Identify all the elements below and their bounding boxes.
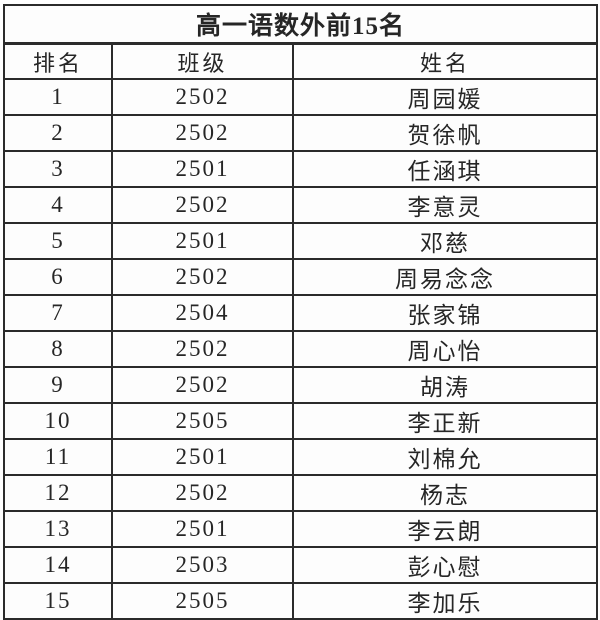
name-cell: 李正新 xyxy=(291,402,599,440)
table-row: 4 2502 李意灵 xyxy=(3,186,599,224)
class-cell: 2503 xyxy=(111,546,294,584)
class-cell: 2502 xyxy=(111,330,294,368)
class-cell: 2504 xyxy=(111,294,294,332)
rank-cell: 4 xyxy=(3,186,113,224)
table-row: 9 2502 胡涛 xyxy=(3,366,599,404)
table-row: 11 2501 刘棉允 xyxy=(3,438,599,476)
class-cell: 2501 xyxy=(111,438,294,476)
column-header-class: 班级 xyxy=(111,42,294,80)
class-cell: 2502 xyxy=(111,114,294,152)
rank-cell: 5 xyxy=(3,222,113,260)
table-row: 2 2502 贺徐帆 xyxy=(3,114,599,152)
class-cell: 2502 xyxy=(111,258,294,296)
table-row: 12 2502 杨志 xyxy=(3,474,599,512)
rank-cell: 6 xyxy=(3,258,113,296)
table-row: 7 2504 张家锦 xyxy=(3,294,599,332)
column-header-rank: 排名 xyxy=(3,42,113,80)
table-row: 3 2501 任涵琪 xyxy=(3,150,599,188)
table-row: 14 2503 彭心慰 xyxy=(3,546,599,584)
table-row: 15 2505 李加乐 xyxy=(3,582,599,620)
table-row: 8 2502 周心怡 xyxy=(3,330,599,368)
rank-cell: 1 xyxy=(3,78,113,116)
rank-cell: 9 xyxy=(3,366,113,404)
class-cell: 2505 xyxy=(111,402,294,440)
rank-cell: 2 xyxy=(3,114,113,152)
rank-cell: 12 xyxy=(3,474,113,512)
class-cell: 2505 xyxy=(111,582,294,620)
name-cell: 刘棉允 xyxy=(291,438,599,476)
table-title-row: 高一语数外前15名 xyxy=(2,4,599,45)
rank-cell: 3 xyxy=(3,150,113,188)
rank-cell: 7 xyxy=(3,294,113,332)
table-row: 6 2502 周易念念 xyxy=(3,258,599,296)
name-cell: 张家锦 xyxy=(291,294,599,332)
name-cell: 李云朗 xyxy=(291,510,599,548)
class-cell: 2501 xyxy=(111,510,294,548)
name-cell: 周易念念 xyxy=(291,258,599,296)
table-body: 1 2502 周园媛 2 2502 贺徐帆 3 2501 任涵琪 4 2502 李意灵 5 2501 邓慈 6… xyxy=(3,78,599,620)
name-cell: 李加乐 xyxy=(291,582,599,620)
table-row: 5 2501 邓慈 xyxy=(3,222,599,260)
table-row: 1 2502 周园媛 xyxy=(3,78,599,116)
name-cell: 贺徐帆 xyxy=(291,114,599,152)
class-cell: 2502 xyxy=(111,474,294,512)
name-cell: 任涵琪 xyxy=(291,150,599,188)
name-cell: 彭心慰 xyxy=(291,546,599,584)
rank-cell: 8 xyxy=(3,330,113,368)
name-cell: 周心怡 xyxy=(291,330,599,368)
rank-cell: 15 xyxy=(3,582,113,620)
rank-cell: 14 xyxy=(3,546,113,584)
column-header-name: 姓名 xyxy=(291,42,599,80)
table-row: 10 2505 李正新 xyxy=(3,402,599,440)
rank-cell: 11 xyxy=(3,438,113,476)
class-cell: 2502 xyxy=(111,78,294,116)
table-header-row: 排名 班级 姓名 xyxy=(3,42,599,80)
name-cell: 杨志 xyxy=(291,474,599,512)
rank-cell: 13 xyxy=(3,510,113,548)
class-cell: 2501 xyxy=(111,222,294,260)
class-cell: 2501 xyxy=(111,150,294,188)
name-cell: 胡涛 xyxy=(291,366,599,404)
rank-cell: 10 xyxy=(3,402,113,440)
name-cell: 邓慈 xyxy=(291,222,599,260)
table-row: 13 2501 李云朗 xyxy=(3,510,599,548)
name-cell: 李意灵 xyxy=(291,186,599,224)
class-cell: 2502 xyxy=(111,366,294,404)
ranking-table: 高一语数外前15名 排名 班级 姓名 1 2502 周园媛 2 2502 贺徐帆 3 2501… xyxy=(2,4,599,620)
name-cell: 周园媛 xyxy=(291,78,599,116)
class-cell: 2502 xyxy=(111,186,294,224)
table-title: 高一语数外前15名 xyxy=(2,4,599,45)
